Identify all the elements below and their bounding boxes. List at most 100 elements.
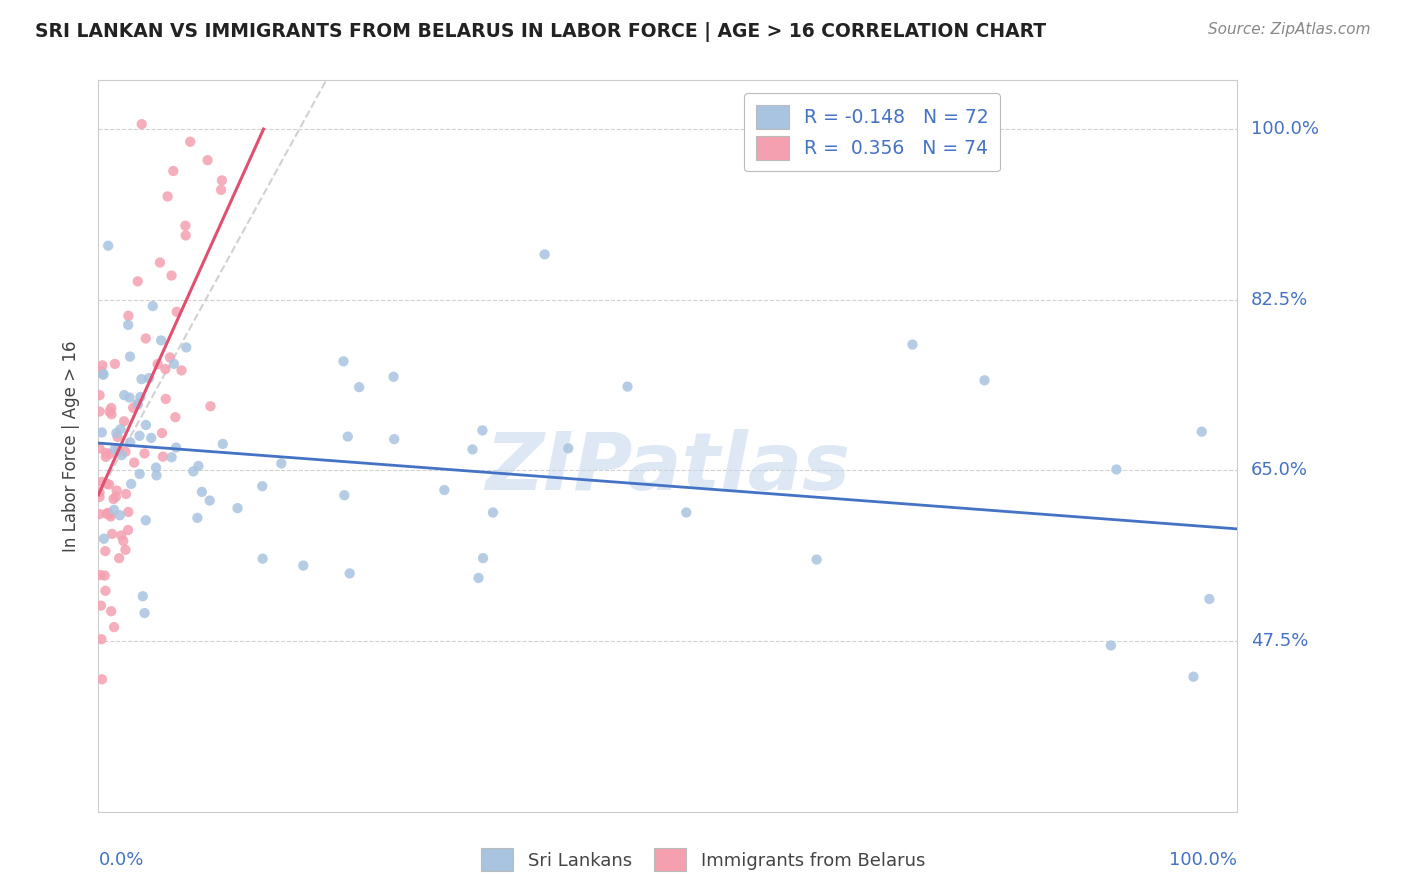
Point [103,620,125,634]
Point [98,477,121,491]
Point [145,468,167,483]
Point [160,268,183,283]
Point [339,566,361,581]
Point [120,435,142,450]
Point [91,673,114,687]
Point [472,551,495,566]
Point [162,164,184,178]
Point [105,483,128,498]
Point [135,417,157,432]
Point [211,173,233,187]
Point [1191,425,1213,439]
Point [170,363,193,377]
Point [333,488,356,502]
Point [93,568,115,582]
Point [973,373,995,387]
Point [149,255,172,269]
Point [101,527,124,541]
Point [110,528,132,542]
Point [347,380,370,394]
Point [131,372,153,386]
Point [382,369,405,384]
Point [128,429,150,443]
Point [108,508,131,523]
Point [179,135,201,149]
Legend: R = -0.148   N = 72, R =  0.356   N = 74: R = -0.148 N = 72, R = 0.356 N = 74 [744,94,1000,171]
Point [145,460,167,475]
Point [292,558,315,573]
Point [97,506,120,520]
Point [94,446,117,460]
Point [97,508,120,522]
Point [461,442,484,457]
Point [1182,670,1205,684]
Point [187,458,209,473]
Point [111,448,134,462]
Point [96,476,118,491]
Text: 0.0%: 0.0% [98,851,143,869]
Point [382,432,405,446]
Point [252,479,274,493]
Point [134,606,156,620]
Point [89,490,111,504]
Point [174,219,197,233]
Point [1198,592,1220,607]
Legend: Sri Lankans, Immigrants from Belarus: Sri Lankans, Immigrants from Belarus [474,841,932,879]
Point [616,379,638,393]
Text: 100.0%: 100.0% [1251,120,1319,138]
Point [110,422,132,436]
Point [108,551,131,566]
Point [557,442,579,456]
Point [198,493,221,508]
Point [100,604,122,618]
Point [166,305,188,319]
Point [100,401,122,415]
Point [209,183,232,197]
Point [90,632,112,647]
Point [107,442,129,457]
Point [675,506,697,520]
Point [117,309,139,323]
Point [159,351,181,365]
Point [138,371,160,385]
Point [1099,639,1122,653]
Point [122,456,145,470]
Point [129,390,152,404]
Point [93,367,115,381]
Point [160,450,183,465]
Point [200,399,222,413]
Point [131,117,153,131]
Point [163,357,186,371]
Text: ZIPatlas: ZIPatlas [485,429,851,507]
Point [197,153,219,168]
Point [141,431,163,445]
Point [105,426,128,441]
Point [89,442,111,456]
Point [471,424,494,438]
Point [150,426,173,441]
Point [100,509,122,524]
Point [96,507,118,521]
Point [94,583,117,598]
Point [186,511,208,525]
Point [118,350,141,364]
Point [112,533,135,548]
Point [91,368,114,382]
Point [150,334,173,348]
Point [90,425,112,440]
Point [114,444,136,458]
Point [89,388,111,402]
Point [117,318,139,332]
Point [1105,462,1128,476]
Text: 82.5%: 82.5% [1251,291,1309,309]
Point [467,571,489,585]
Text: 47.5%: 47.5% [1251,632,1309,650]
Point [112,414,135,428]
Point [122,401,145,415]
Point [135,513,157,527]
Point [89,485,111,500]
Point [211,437,233,451]
Point [135,331,157,345]
Point [89,568,111,582]
Point [94,544,117,558]
